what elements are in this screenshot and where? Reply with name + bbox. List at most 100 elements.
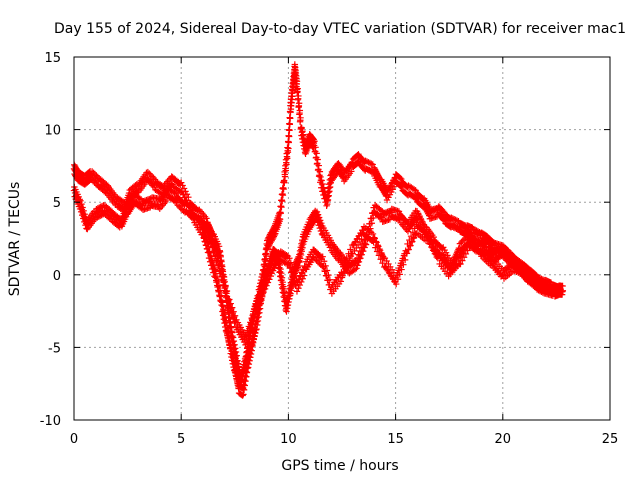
data-point-track-a bbox=[233, 352, 240, 359]
data-point-track-c bbox=[322, 262, 329, 270]
x-tick-label: 0 bbox=[70, 432, 78, 447]
data-point-track-a bbox=[203, 215, 210, 222]
data-point-track-c bbox=[379, 259, 386, 267]
data-point-track-b bbox=[288, 283, 296, 291]
data-point-track-b bbox=[280, 283, 287, 290]
y-axis-label: SDTVAR / TECUs bbox=[7, 182, 23, 297]
data-point-track-b bbox=[245, 360, 253, 368]
data-point-track-b bbox=[288, 287, 295, 294]
data-point-track-c bbox=[223, 287, 231, 295]
data-point-track-b bbox=[239, 392, 246, 399]
data-point-track-a bbox=[286, 127, 293, 134]
data-point-track-b bbox=[223, 318, 230, 326]
data-point-track-c bbox=[430, 240, 437, 247]
data-point-track-b bbox=[459, 237, 466, 244]
data-point-track-b bbox=[189, 207, 196, 214]
data-point-track-b bbox=[501, 246, 508, 254]
data-point-track-a bbox=[271, 231, 278, 239]
data-point-track-c bbox=[216, 259, 223, 267]
data-point-track-c bbox=[231, 312, 239, 319]
data-point-track-b bbox=[171, 189, 178, 196]
data-point-track-c bbox=[347, 246, 354, 253]
data-point-track-c bbox=[300, 272, 308, 279]
data-point-track-a bbox=[316, 168, 324, 175]
data-point-track-c bbox=[369, 230, 377, 238]
data-point-track-b bbox=[225, 328, 232, 336]
data-point-track-c bbox=[242, 341, 249, 349]
data-point-track-b bbox=[362, 241, 370, 248]
data-point-track-a bbox=[368, 160, 375, 167]
data-point-track-b bbox=[232, 365, 240, 372]
data-point-track-b bbox=[188, 205, 195, 213]
data-point-track-c bbox=[228, 304, 236, 311]
data-point-track-a bbox=[145, 176, 153, 183]
data-point-track-c bbox=[289, 263, 296, 271]
data-point-track-a bbox=[262, 258, 269, 265]
grid-layer bbox=[74, 57, 610, 420]
data-point-track-c bbox=[316, 260, 323, 267]
data-point-track-a bbox=[269, 234, 277, 242]
data-point-track-c bbox=[400, 261, 407, 268]
data-point-track-b bbox=[178, 206, 186, 213]
data-point-track-b bbox=[81, 210, 88, 218]
data-point-track-a bbox=[284, 155, 291, 162]
data-point-track-b bbox=[80, 207, 87, 215]
data-point-track-c bbox=[392, 280, 400, 288]
data-point-track-c bbox=[230, 308, 237, 315]
data-point-track-a bbox=[366, 159, 374, 167]
data-point-track-b bbox=[458, 238, 465, 246]
data-point-track-b bbox=[232, 361, 239, 369]
data-point-track-b bbox=[78, 200, 85, 208]
data-point-track-b bbox=[501, 255, 509, 263]
data-point-track-a bbox=[281, 173, 289, 180]
data-point-track-b bbox=[456, 240, 464, 247]
data-point-track-b bbox=[504, 249, 511, 257]
data-point-track-c bbox=[323, 267, 331, 274]
data-point-track-a bbox=[439, 207, 447, 215]
data-point-track-c bbox=[207, 231, 214, 238]
data-point-track-b bbox=[94, 214, 101, 221]
data-point-track-b bbox=[244, 364, 252, 371]
data-point-track-c bbox=[464, 247, 471, 254]
data-point-track-a bbox=[369, 161, 376, 168]
data-point-track-a bbox=[279, 191, 287, 199]
data-point-track-b bbox=[225, 332, 233, 339]
data-point-track-b bbox=[280, 287, 288, 295]
data-point-track-b bbox=[368, 220, 375, 227]
data-point-track-c bbox=[266, 276, 273, 283]
data-point-track-b bbox=[174, 202, 182, 209]
data-point-track-a bbox=[362, 157, 369, 165]
data-point-track-b bbox=[287, 290, 294, 297]
data-point-track-c bbox=[320, 258, 328, 265]
data-point-track-c bbox=[462, 250, 470, 258]
data-point-track-c bbox=[212, 246, 219, 253]
data-point-track-c bbox=[326, 276, 334, 283]
data-point-track-b bbox=[95, 213, 102, 220]
data-point-track-c bbox=[425, 229, 432, 237]
x-tick-label: 20 bbox=[495, 432, 512, 447]
data-point-track-a bbox=[278, 204, 285, 211]
data-point-track-b bbox=[177, 204, 184, 212]
data-point-track-c bbox=[219, 271, 226, 278]
data-point-track-b bbox=[297, 251, 305, 259]
data-point-track-c bbox=[263, 282, 270, 289]
data-point-track-c bbox=[426, 233, 434, 240]
data-point-track-b bbox=[419, 219, 426, 227]
data-point-track-c bbox=[311, 255, 319, 263]
data-point-track-a bbox=[293, 78, 301, 85]
data-point-track-c bbox=[261, 285, 269, 293]
data-point-track-a bbox=[232, 348, 240, 356]
data-point-track-b bbox=[136, 195, 143, 202]
data-point-track-a bbox=[179, 182, 186, 189]
data-point-track-a bbox=[269, 236, 276, 243]
data-point-track-b bbox=[216, 293, 223, 300]
data-point-track-c bbox=[432, 243, 439, 250]
data-point-track-c bbox=[290, 268, 297, 275]
data-point-track-c bbox=[337, 278, 345, 285]
data-point-track-b bbox=[213, 272, 221, 280]
data-point-track-c bbox=[243, 337, 251, 344]
data-point-track-c bbox=[314, 258, 322, 266]
data-point-track-b bbox=[182, 199, 189, 207]
data-point-track-a bbox=[363, 158, 371, 165]
